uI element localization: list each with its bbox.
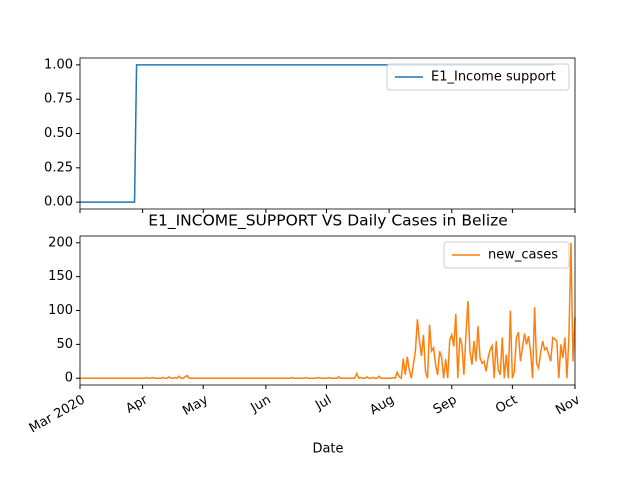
- y-tick-label: 50: [56, 337, 73, 352]
- x-tick-label: Aug: [367, 393, 396, 419]
- y-tick-label: 0.75: [44, 92, 73, 107]
- y-tick-label: 200: [48, 235, 73, 250]
- x-tick-label: May: [180, 392, 211, 419]
- x-tick-label: Nov: [553, 392, 583, 418]
- x-axis-label: Date: [312, 442, 343, 457]
- y-tick-label: 0: [65, 371, 73, 386]
- x-tick-label: Oct: [493, 393, 520, 417]
- x-tick-label: Jul: [312, 393, 334, 414]
- chart-title: E1_INCOME_SUPPORT VS Daily Cases in Beli…: [148, 212, 508, 231]
- legend-box: [386, 63, 570, 91]
- legend-label: E1_Income support: [431, 70, 556, 85]
- legend-box: [443, 241, 570, 269]
- y-tick-label: 100: [48, 303, 73, 318]
- axes-frame: [79, 57, 576, 210]
- x-tick-label: Sep: [431, 393, 460, 418]
- y-tick-label: 1.00: [44, 57, 73, 72]
- y-tick-label: 0.50: [44, 126, 73, 141]
- x-tick-label: Jun: [248, 393, 274, 417]
- y-tick-label: 0.25: [44, 160, 73, 175]
- y-tick-label: 150: [48, 269, 73, 284]
- x-tick-label: Mar 2020: [27, 393, 88, 437]
- x-tick-label: Apr: [123, 392, 151, 417]
- legend-label: new_cases: [488, 248, 558, 263]
- axes-frame: [79, 235, 576, 386]
- line: [80, 242, 576, 380]
- y-tick-label: 0.00: [44, 195, 73, 210]
